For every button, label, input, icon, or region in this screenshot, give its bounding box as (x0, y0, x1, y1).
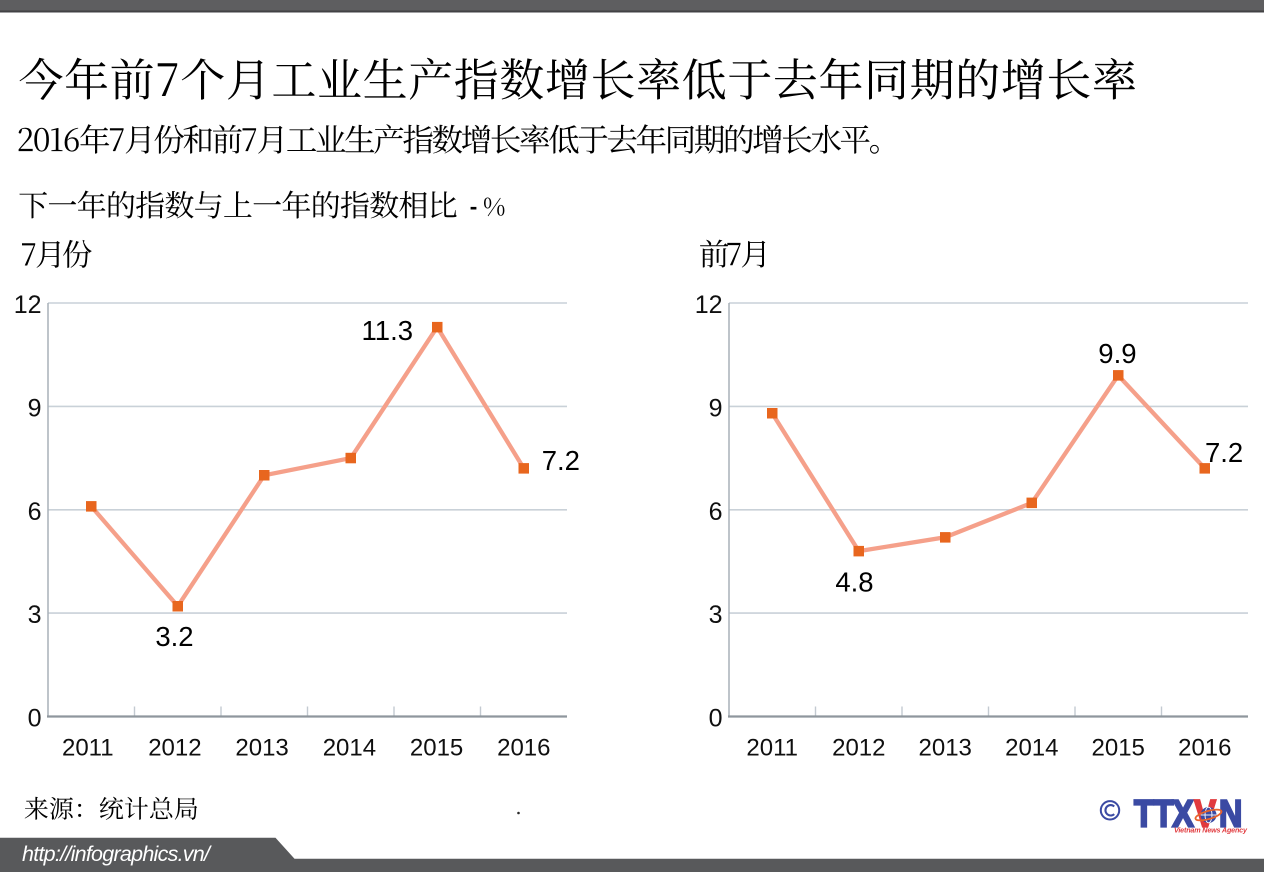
svg-text:3: 3 (28, 601, 42, 629)
svg-text:2016: 2016 (1178, 735, 1231, 762)
svg-text:7.2: 7.2 (1205, 437, 1243, 468)
svg-text:2015: 2015 (1092, 735, 1145, 762)
svg-text:2011: 2011 (746, 735, 798, 762)
svg-text:2014: 2014 (323, 735, 376, 762)
svg-text:7.2: 7.2 (542, 445, 580, 476)
svg-text:http://infographics.vn/: http://infographics.vn/ (22, 842, 212, 866)
svg-text:9.9: 9.9 (1098, 338, 1136, 369)
svg-text:12: 12 (695, 291, 723, 319)
svg-text:2012: 2012 (148, 735, 201, 762)
svg-text:4.8: 4.8 (835, 566, 873, 597)
svg-text:2011: 2011 (62, 735, 114, 762)
svg-text:3: 3 (709, 601, 723, 629)
svg-text:11.3: 11.3 (362, 315, 413, 346)
svg-text:9: 9 (28, 394, 42, 422)
svg-text:2013: 2013 (235, 735, 288, 762)
svg-text:X: X (1172, 793, 1194, 835)
svg-text:TT: TT (1134, 793, 1174, 835)
svg-text:3.2: 3.2 (155, 621, 193, 652)
svg-text:12: 12 (14, 291, 42, 319)
svg-text:N: N (1219, 793, 1242, 835)
svg-text:9: 9 (709, 394, 723, 422)
svg-text:6: 6 (709, 498, 723, 526)
svg-text:2016: 2016 (497, 735, 550, 762)
svg-text:2015: 2015 (410, 735, 463, 762)
svg-text:2012: 2012 (832, 735, 885, 762)
svg-text:2014: 2014 (1005, 735, 1058, 762)
svg-text:Vietnam News Agency: Vietnam News Agency (1174, 826, 1248, 835)
svg-text:6: 6 (28, 498, 42, 526)
svg-text:0: 0 (709, 705, 723, 733)
svg-text:2013: 2013 (919, 735, 972, 762)
svg-text:0: 0 (28, 705, 42, 733)
